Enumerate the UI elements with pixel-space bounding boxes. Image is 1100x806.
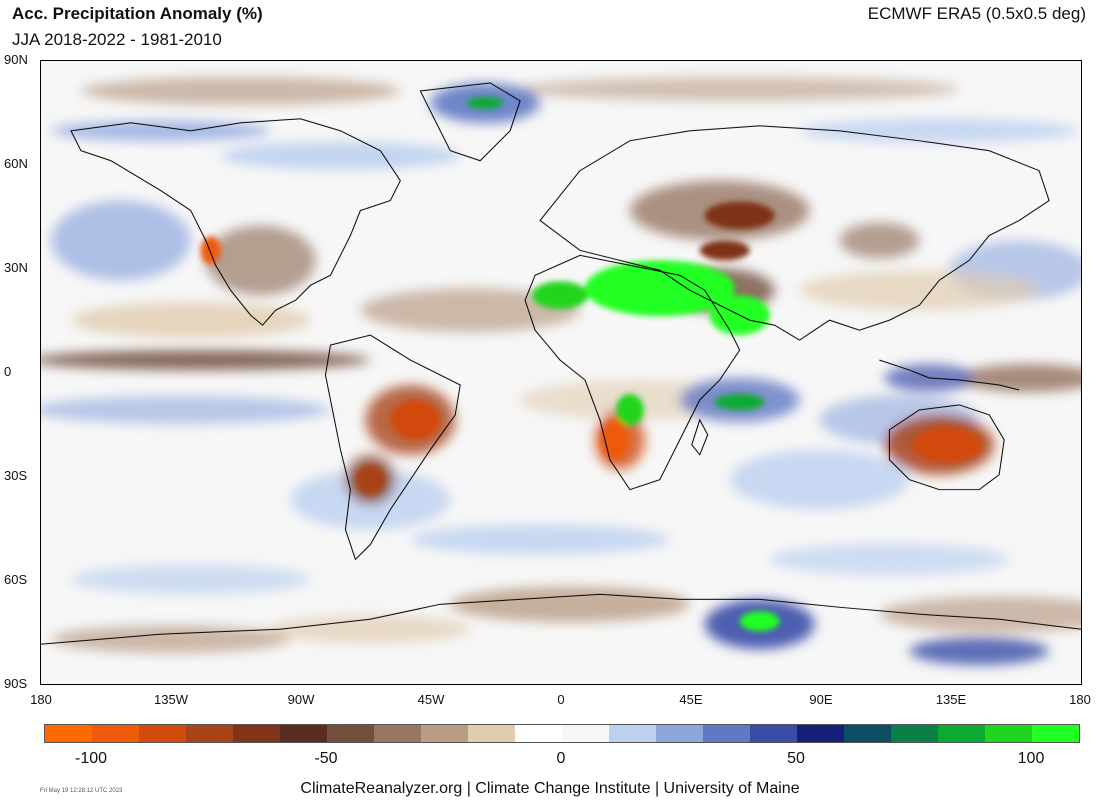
lat-label-equator: 0 xyxy=(4,364,12,379)
colorbar-swatch xyxy=(374,725,421,742)
lat-label-60s: 60S xyxy=(4,572,28,587)
lat-label-30n: 30N xyxy=(4,260,28,275)
colorbar-swatch xyxy=(92,725,139,742)
colorbar-tick-label: 50 xyxy=(787,750,805,767)
data-source: ECMWF ERA5 (0.5x0.5 deg) xyxy=(867,4,1086,23)
lon-label-135w: 135W xyxy=(154,692,188,707)
lon-label-135e: 135E xyxy=(935,692,967,707)
colorbar-swatch xyxy=(609,725,656,742)
lon-label-45w: 45W xyxy=(417,692,445,707)
precipitation-anomaly-map xyxy=(40,60,1082,685)
coastlines xyxy=(41,82,1081,645)
colorbar-swatch xyxy=(233,725,280,742)
colorbar-swatch xyxy=(186,725,233,742)
lon-label-180w: 180 xyxy=(30,692,52,707)
lon-label-90e: 90E xyxy=(809,692,833,707)
colorbar-swatch xyxy=(515,725,562,742)
colorbar-swatch xyxy=(844,725,891,742)
anomaly-field xyxy=(41,76,1081,666)
colorbar-tick-label: -50 xyxy=(314,750,338,767)
lon-label-0: 0 xyxy=(557,692,565,707)
lat-label-90s: 90S xyxy=(4,676,28,691)
colorbar-swatch xyxy=(139,725,186,742)
footer-credit: ClimateReanalyzer.org | Climate Change I… xyxy=(300,780,800,797)
lat-label-30s: 30S xyxy=(4,468,28,483)
colorbar-tick-label: 100 xyxy=(1017,750,1045,767)
colorbar-swatch xyxy=(421,725,468,742)
colorbar-swatch xyxy=(985,725,1032,742)
colorbar-swatch xyxy=(703,725,750,742)
colorbar-tick-label: 0 xyxy=(556,750,566,767)
colorbar-swatch xyxy=(280,725,327,742)
colorbar xyxy=(44,724,1080,743)
map-title: Acc. Precipitation Anomaly (%) xyxy=(12,4,263,23)
lon-label-180e: 180 xyxy=(1069,692,1091,707)
colorbar-swatch xyxy=(562,725,609,742)
colorbar-swatch xyxy=(327,725,374,742)
colorbar-swatch xyxy=(45,725,92,742)
generated-timestamp: Fri May 19 12:28:12 UTC 2023 xyxy=(40,788,123,794)
colorbar-swatch xyxy=(656,725,703,742)
colorbar-swatch xyxy=(750,725,797,742)
lat-label-90n: 90N xyxy=(4,52,28,67)
colorbar-swatch xyxy=(797,725,844,742)
map-subtitle: JJA 2018-2022 - 1981-2010 xyxy=(12,30,222,49)
colorbar-swatch xyxy=(938,725,985,742)
colorbar-swatch xyxy=(468,725,515,742)
lat-label-60n: 60N xyxy=(4,156,28,171)
colorbar-tick-label: -100 xyxy=(74,750,108,767)
colorbar-swatch xyxy=(891,725,938,742)
colorbar-swatch xyxy=(1032,725,1079,742)
lon-label-90w: 90W xyxy=(287,692,315,707)
lon-label-45e: 45E xyxy=(679,692,703,707)
